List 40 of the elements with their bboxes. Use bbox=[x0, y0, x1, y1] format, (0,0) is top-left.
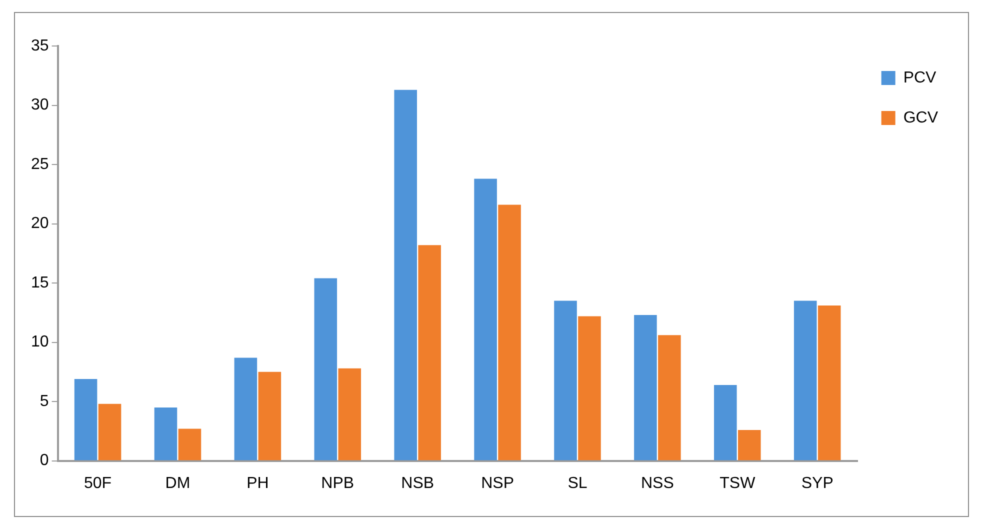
bar bbox=[738, 430, 761, 460]
bar bbox=[658, 335, 681, 460]
bar bbox=[498, 204, 521, 460]
bar bbox=[554, 300, 577, 460]
bar bbox=[98, 404, 122, 460]
bar bbox=[154, 407, 178, 460]
x-tick-label: NSS bbox=[640, 474, 674, 492]
x-tick-label: DM bbox=[165, 474, 190, 492]
bar bbox=[178, 428, 202, 460]
x-tick-label: NSP bbox=[481, 474, 514, 492]
bar bbox=[418, 245, 441, 460]
bar bbox=[714, 384, 737, 460]
bar bbox=[234, 358, 258, 460]
x-tick-label: SYP bbox=[801, 474, 834, 492]
x-tick-label: PH bbox=[246, 474, 269, 492]
x-tick-label: 50F bbox=[84, 474, 112, 492]
legend-label: GCV bbox=[903, 109, 938, 126]
legend-label: PCV bbox=[903, 69, 937, 86]
x-tick-label: NPB bbox=[321, 474, 354, 492]
y-tick-label: 25 bbox=[31, 156, 49, 173]
bar bbox=[794, 300, 817, 460]
x-tick-label: TSW bbox=[720, 474, 756, 492]
y-tick-label: 20 bbox=[31, 215, 49, 232]
bar bbox=[258, 372, 282, 460]
bar bbox=[394, 90, 417, 460]
bar bbox=[338, 368, 362, 460]
bar bbox=[314, 278, 338, 460]
y-tick-label: 5 bbox=[40, 392, 49, 410]
bar bbox=[474, 178, 497, 460]
y-tick-label: 10 bbox=[31, 334, 49, 351]
y-tick-label: 0 bbox=[40, 452, 49, 470]
x-tick-label: NSB bbox=[401, 474, 434, 492]
y-tick-label: 15 bbox=[31, 274, 49, 292]
bar bbox=[818, 306, 841, 460]
y-tick-label: 30 bbox=[31, 96, 49, 114]
bar bbox=[74, 379, 98, 460]
y-tick-label: 35 bbox=[31, 37, 49, 54]
bar bbox=[578, 316, 601, 460]
bar bbox=[634, 315, 657, 460]
x-tick-label: SL bbox=[568, 474, 588, 492]
